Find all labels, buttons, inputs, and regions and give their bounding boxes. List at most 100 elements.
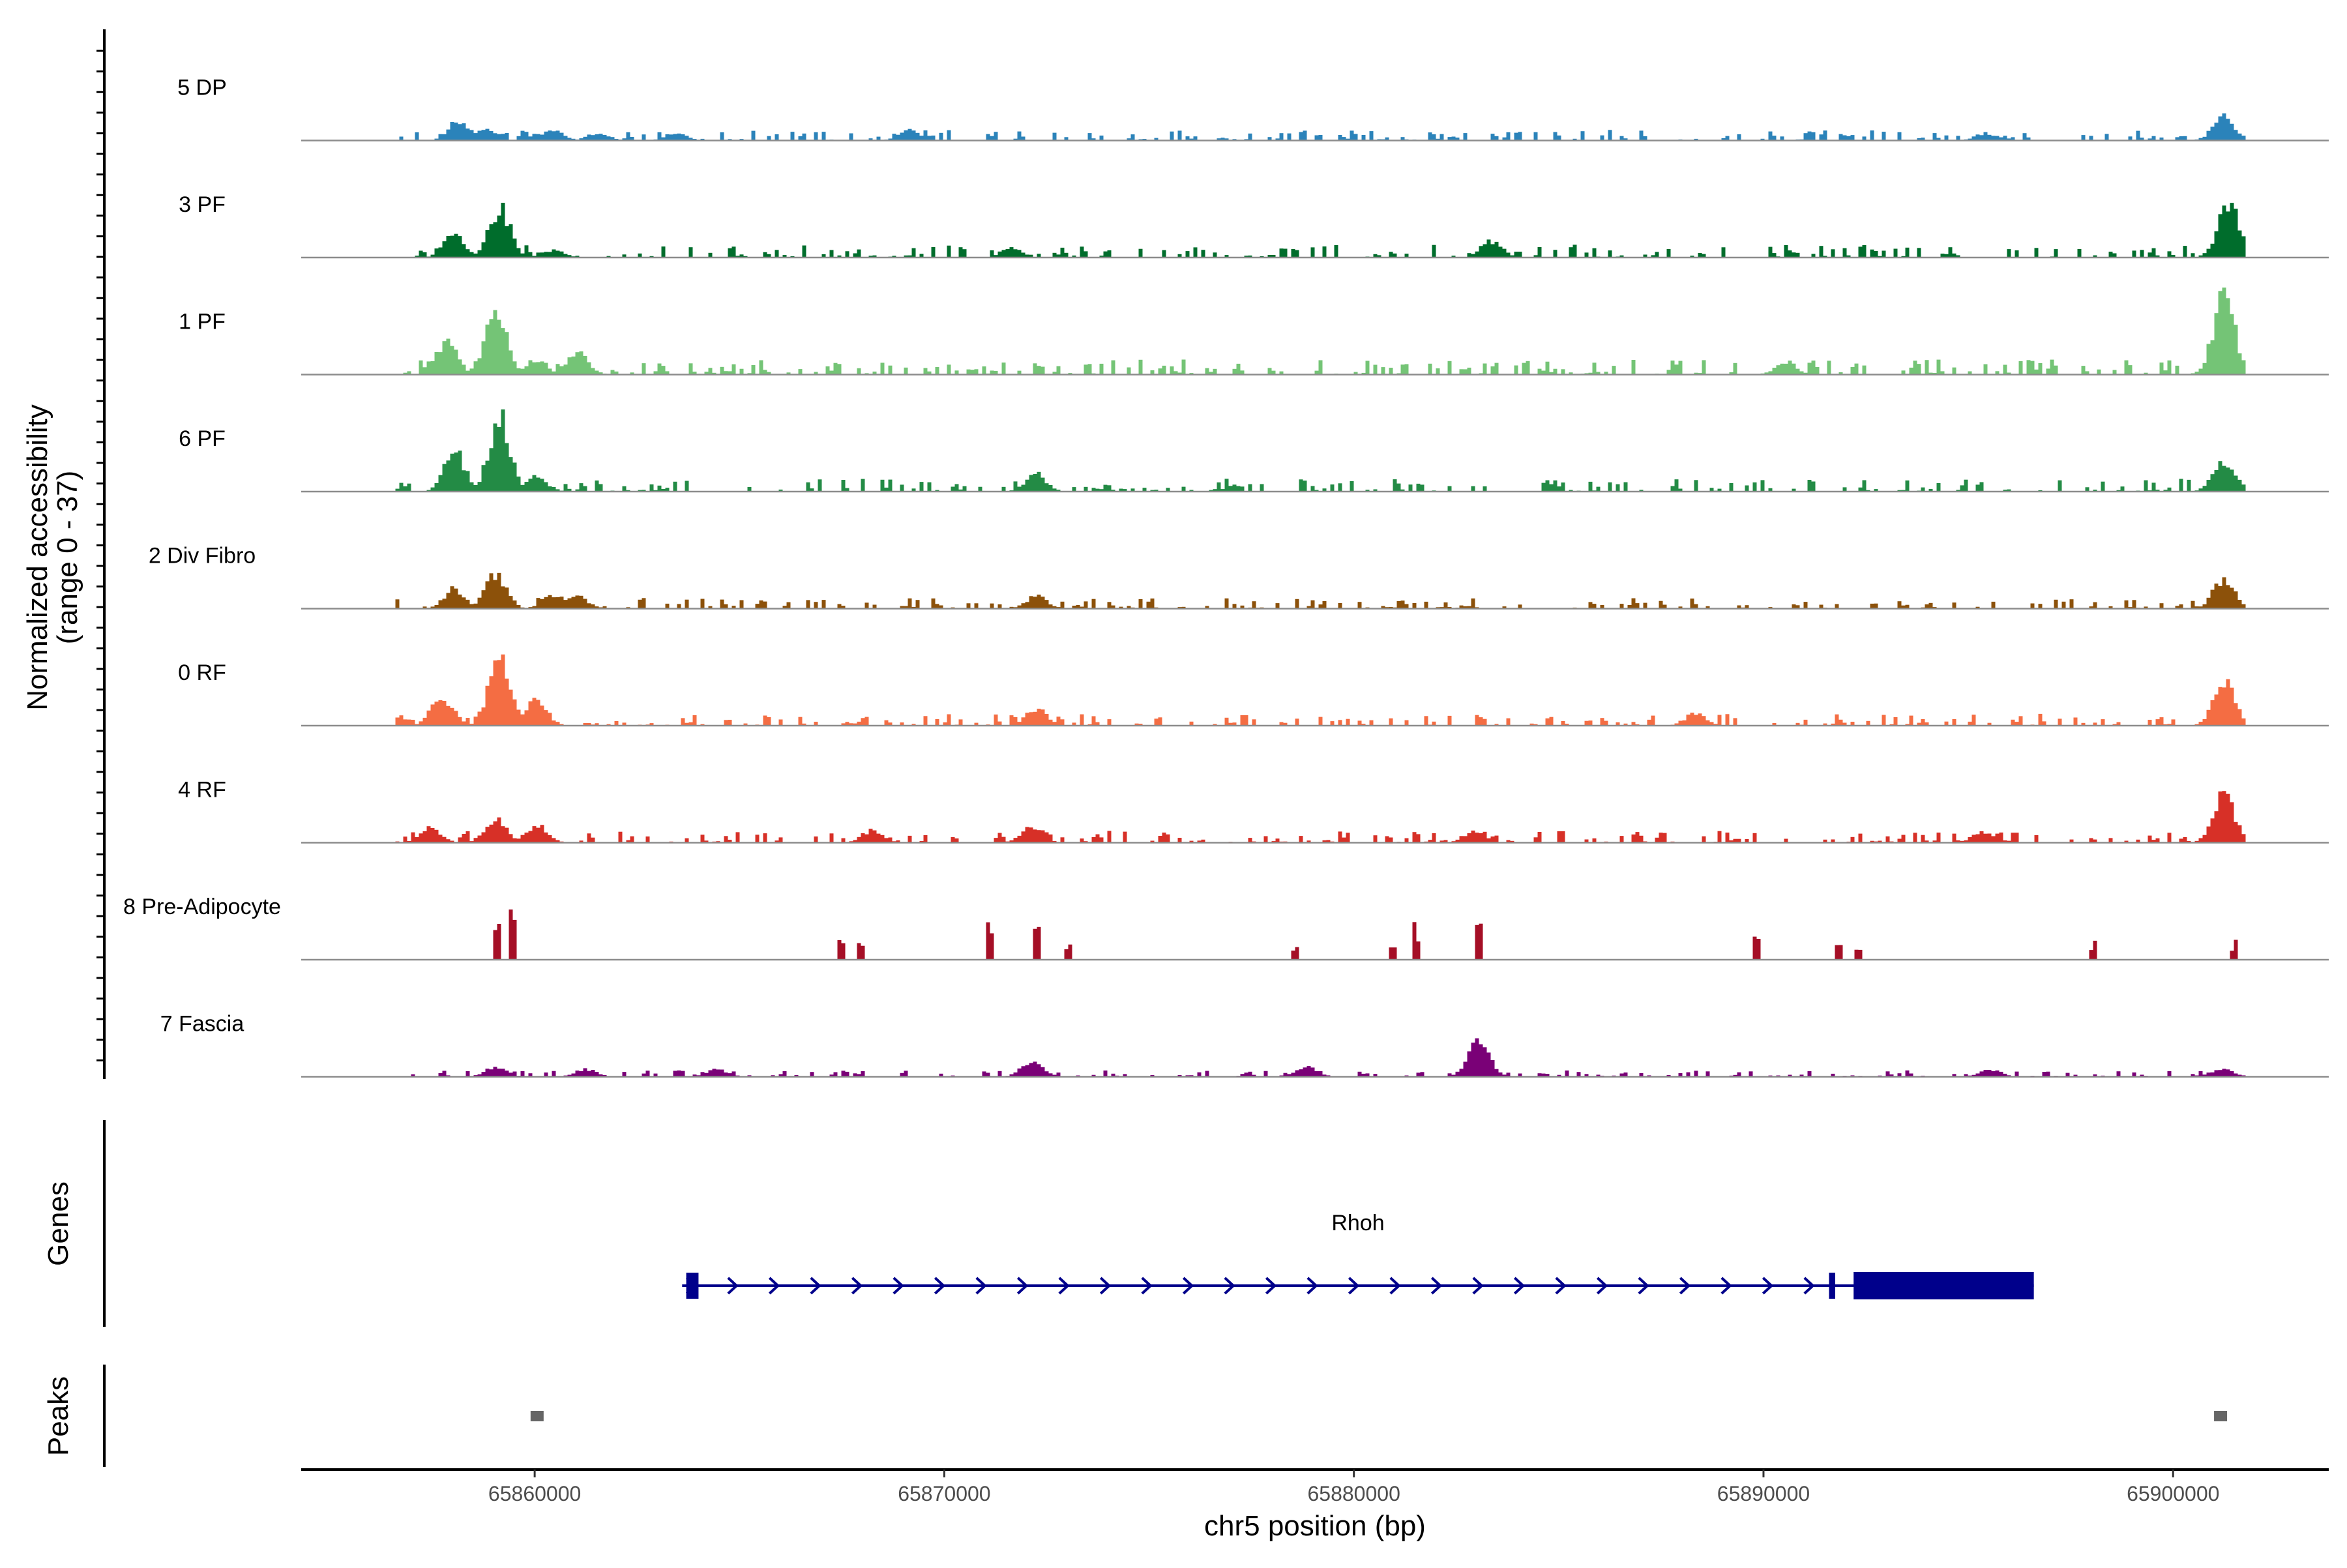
coverage-bar bbox=[555, 597, 560, 609]
coverage-bar bbox=[1952, 1074, 1956, 1077]
coverage-bar bbox=[2206, 1072, 2211, 1077]
coverage-bar bbox=[442, 836, 447, 843]
coverage-bar bbox=[982, 366, 986, 375]
coverage-bar bbox=[1705, 720, 1710, 726]
coverage-bar bbox=[1052, 252, 1057, 258]
coverage-bar bbox=[1013, 1072, 1018, 1077]
coverage-bar bbox=[1913, 833, 1917, 843]
coverage-bar bbox=[1475, 1038, 1479, 1077]
coverage-bar bbox=[2222, 113, 2226, 141]
coverage-bar bbox=[911, 606, 916, 609]
coverage-bar bbox=[1346, 138, 1350, 141]
coverage-bar bbox=[1193, 136, 1198, 141]
coverage-bar bbox=[575, 1071, 580, 1077]
coverage-bar bbox=[489, 573, 494, 609]
coverage-bar bbox=[1768, 131, 1773, 141]
coverage-bar bbox=[1686, 715, 1690, 726]
coverage-bar bbox=[1123, 489, 1127, 492]
coverage-bar bbox=[1393, 253, 1397, 258]
coverage-bar bbox=[622, 486, 627, 492]
coverage-bar bbox=[778, 489, 783, 492]
coverage-bar bbox=[1467, 833, 1471, 843]
coverage-bar bbox=[802, 723, 806, 726]
coverage-bar bbox=[454, 123, 458, 141]
coverage-bar bbox=[587, 833, 591, 843]
coverage-bar bbox=[1991, 836, 1996, 843]
coverage-bar bbox=[997, 604, 1002, 609]
coverage-bar bbox=[1428, 363, 1432, 375]
coverage-bar bbox=[1479, 833, 1483, 843]
coverage-bar bbox=[1416, 834, 1421, 843]
coverage-bar bbox=[505, 332, 509, 375]
coverage-bar bbox=[2030, 361, 2035, 375]
coverage-bar bbox=[1404, 254, 1409, 258]
coverage-bar bbox=[2179, 604, 2183, 609]
coverage-bar bbox=[520, 253, 525, 258]
coverage-bar bbox=[1064, 252, 1069, 258]
coverage-bar bbox=[1342, 837, 1346, 843]
coverage-bar bbox=[767, 136, 771, 141]
coverage-bar bbox=[1819, 246, 1823, 258]
coverage-bar bbox=[1494, 362, 1499, 375]
coverage-bar bbox=[642, 490, 646, 492]
coverage-bar bbox=[1428, 132, 1432, 141]
coverage-bar bbox=[1964, 840, 1968, 843]
coverage-bar bbox=[1361, 372, 1366, 375]
coverage-bar bbox=[1483, 363, 1487, 375]
coverage-bar bbox=[1792, 252, 1796, 258]
coverage-bar bbox=[1991, 136, 1996, 141]
coverage-bar bbox=[1318, 717, 1323, 726]
x-tick-label: 65880000 bbox=[1307, 1482, 1400, 1505]
coverage-bar bbox=[1608, 482, 1612, 492]
coverage-bar bbox=[2015, 1071, 2019, 1077]
coverage-bar bbox=[1803, 719, 1808, 726]
coverage-bar bbox=[1084, 364, 1088, 375]
coverage-bar bbox=[2179, 838, 2183, 843]
coverage-bar bbox=[555, 250, 560, 258]
coverage-bar bbox=[1772, 136, 1777, 141]
coverage-bar bbox=[1416, 941, 1421, 960]
coverage-bar bbox=[1041, 830, 1045, 843]
coverage-bar bbox=[1925, 840, 1929, 843]
coverage-bar bbox=[426, 710, 431, 726]
coverage-bar bbox=[1733, 838, 1737, 843]
coverage-bar bbox=[2234, 209, 2238, 258]
coverage-bar bbox=[1451, 1074, 1456, 1077]
coverage-bar bbox=[1838, 372, 1843, 375]
coverage-bar bbox=[1639, 1073, 1644, 1077]
coverage-bar bbox=[505, 1071, 509, 1077]
coverage-bar bbox=[2241, 604, 2246, 609]
coverage-bar bbox=[2198, 138, 2203, 141]
coverage-bar bbox=[2073, 717, 2078, 726]
track-1-pf: 1 PF bbox=[179, 288, 2329, 376]
coverage-bar bbox=[1064, 949, 1069, 960]
coverage-bar bbox=[1588, 602, 1593, 609]
coverage-bar bbox=[1170, 366, 1174, 375]
coverage-bar bbox=[1968, 371, 1972, 375]
coverage-bar bbox=[497, 426, 501, 492]
coverage-bar bbox=[505, 678, 509, 726]
strand-arrow-icon bbox=[810, 1277, 821, 1295]
coverage-bar bbox=[524, 710, 529, 726]
coverage-bar bbox=[2112, 253, 2117, 258]
coverage-bar bbox=[544, 482, 548, 492]
coverage-bar bbox=[1780, 363, 1784, 375]
coverage-bar bbox=[1909, 367, 1913, 375]
coverage-bar bbox=[720, 366, 724, 375]
coverage-bar bbox=[2210, 243, 2215, 258]
coverage-bar bbox=[2148, 720, 2152, 726]
coverage-bar bbox=[1506, 718, 1511, 726]
coverage-bar bbox=[544, 597, 548, 609]
coverage-bar bbox=[1084, 251, 1088, 258]
coverage-bar bbox=[2210, 589, 2215, 609]
coverage-bar bbox=[974, 603, 979, 609]
coverage-bar bbox=[1267, 368, 1272, 375]
coverage-bar bbox=[2230, 802, 2234, 843]
coverage-bar bbox=[994, 714, 998, 726]
coverage-bar bbox=[462, 364, 466, 375]
coverage-bar bbox=[1279, 248, 1284, 258]
coverage-bar bbox=[477, 482, 482, 492]
coverage-bar bbox=[532, 826, 537, 843]
coverage-bar bbox=[1549, 484, 1554, 492]
coverage-bar bbox=[516, 368, 521, 375]
